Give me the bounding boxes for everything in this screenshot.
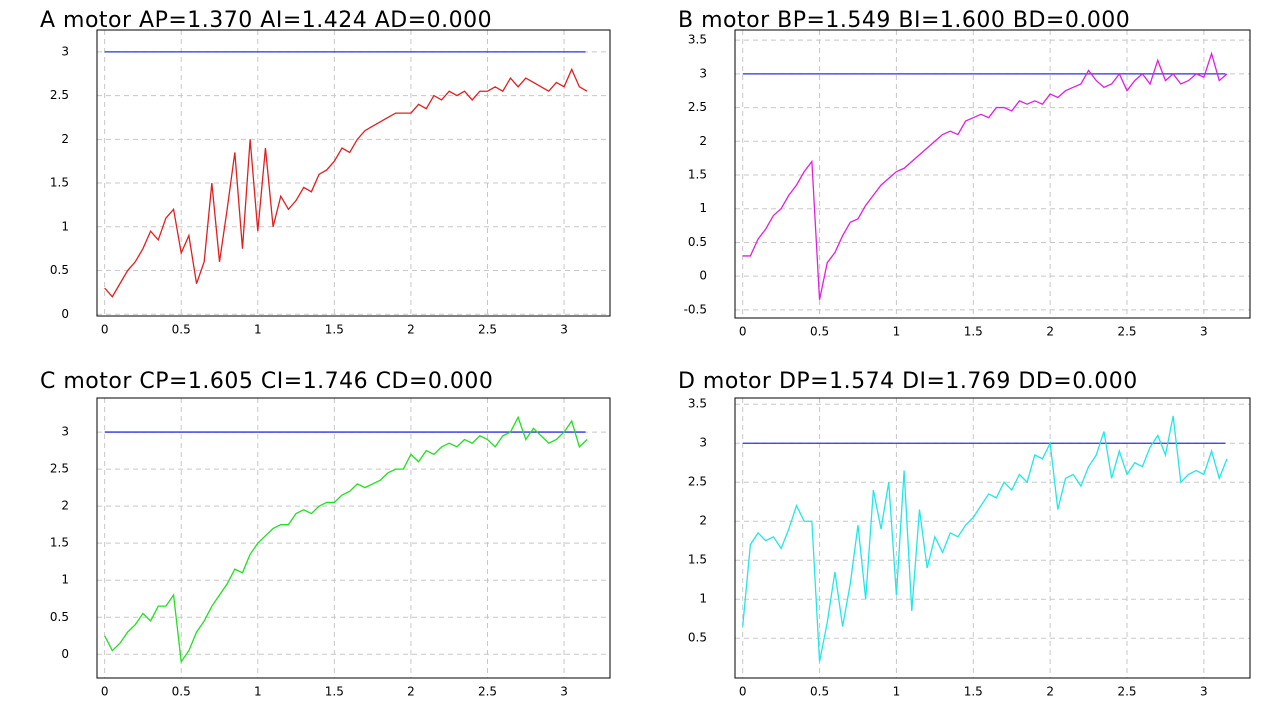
y-tick-label: 1	[61, 219, 69, 233]
data-line	[104, 415, 588, 664]
x-tick-label: 0	[739, 685, 747, 699]
chart-title: A motor AP=1.370 AI=1.424 AD=0.000	[40, 8, 492, 33]
y-tick-label: 2.5	[688, 100, 707, 114]
plot-frame	[96, 29, 611, 317]
y-tick-label: 1	[699, 592, 707, 606]
x-tick-label: 2	[407, 685, 415, 699]
y-tick-label: 0.5	[50, 263, 69, 277]
x-tick-label: 1	[893, 685, 901, 699]
x-tick-label: 3	[1200, 325, 1208, 339]
x-tick-label: 2.5	[478, 685, 497, 699]
y-tick-label: 2	[699, 514, 707, 528]
y-tick-label: 0.5	[688, 235, 707, 249]
chart-title: D motor DP=1.574 DI=1.769 DD=0.000	[678, 369, 1138, 394]
plot-frame	[734, 29, 1251, 319]
y-tick-label: 1.5	[688, 553, 707, 567]
x-tick-label: 0	[739, 325, 747, 339]
x-tick-label: 1.5	[325, 685, 344, 699]
y-tick-label: -0.5	[684, 302, 707, 316]
x-tick-label: 0.5	[172, 323, 191, 337]
x-tick-label: 1	[893, 325, 901, 339]
plot-frame	[734, 397, 1251, 679]
chart-title: B motor BP=1.549 BI=1.600 BD=0.000	[678, 8, 1130, 33]
data-line	[104, 67, 588, 298]
y-tick-label: 0.5	[50, 610, 69, 624]
x-tick-label: 1.5	[325, 323, 344, 337]
y-tick-label: 3	[699, 66, 707, 80]
y-tick-label: 3	[61, 44, 69, 58]
x-tick-label: 2.5	[478, 323, 497, 337]
y-tick-label: 1.5	[688, 168, 707, 182]
chart-title: C motor CP=1.605 CI=1.746 CD=0.000	[40, 369, 493, 394]
y-tick-label: 2	[699, 134, 707, 148]
x-tick-label: 0.5	[810, 685, 829, 699]
y-tick-label: 1	[61, 573, 69, 587]
x-tick-label: 1.5	[964, 325, 983, 339]
x-tick-label: 0.5	[172, 685, 191, 699]
y-tick-label: 3	[61, 425, 69, 439]
y-tick-label: 3	[699, 436, 707, 450]
y-tick-label: 1.5	[50, 536, 69, 550]
y-tick-label: 3.5	[688, 33, 707, 47]
y-tick-label: 1.5	[50, 176, 69, 190]
y-tick-label: 2	[61, 499, 69, 513]
x-tick-label: 0.5	[810, 325, 829, 339]
x-tick-label: 2	[1046, 685, 1054, 699]
x-tick-label: 3	[560, 323, 568, 337]
plot-frame	[96, 397, 611, 679]
y-tick-label: 1	[699, 201, 707, 215]
y-tick-label: 2	[61, 132, 69, 146]
y-tick-label: 0	[61, 307, 69, 321]
x-tick-label: 1.5	[964, 685, 983, 699]
y-tick-label: 0	[61, 647, 69, 661]
y-tick-label: 0	[699, 269, 707, 283]
data-line	[742, 51, 1228, 300]
x-tick-label: 1	[254, 685, 262, 699]
y-tick-label: 0.5	[688, 631, 707, 645]
y-tick-label: 2.5	[50, 462, 69, 476]
x-tick-label: 2	[407, 323, 415, 337]
x-tick-label: 2.5	[1117, 685, 1136, 699]
data-line	[742, 415, 1228, 662]
y-tick-label: 2.5	[50, 88, 69, 102]
x-tick-label: 2	[1046, 325, 1054, 339]
y-tick-label: 3.5	[688, 397, 707, 411]
x-tick-label: 1	[254, 323, 262, 337]
y-tick-label: 2.5	[688, 475, 707, 489]
x-tick-label: 0	[101, 685, 109, 699]
x-tick-label: 3	[560, 685, 568, 699]
x-tick-label: 3	[1200, 685, 1208, 699]
x-tick-label: 0	[101, 323, 109, 337]
x-tick-label: 2.5	[1117, 325, 1136, 339]
